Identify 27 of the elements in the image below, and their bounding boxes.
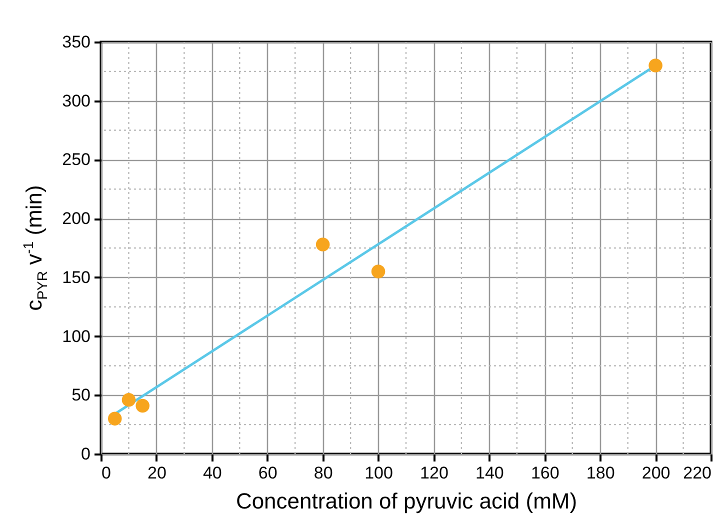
point <box>371 264 386 278</box>
point <box>108 412 122 426</box>
x-tick-label: 120 <box>420 464 448 482</box>
point <box>648 58 662 72</box>
y-tick-label: 0 <box>81 444 90 464</box>
x-axis-title: Concentration of pyruvic acid (mM) <box>236 488 578 514</box>
point <box>136 398 150 413</box>
x-tick-label: 180 <box>586 464 615 482</box>
y-tick-label: 100 <box>62 326 90 346</box>
y-tick-label: 150 <box>62 268 90 287</box>
point <box>122 392 136 407</box>
x-tick-label: 200 <box>642 464 670 482</box>
x-tick-label: 20 <box>147 464 166 482</box>
x-tick-label: 100 <box>364 464 393 482</box>
y-tick-label: 200 <box>62 209 90 228</box>
x-tick-label: 60 <box>258 464 278 482</box>
x-tick-label: 80 <box>314 464 333 482</box>
x-tick-label: 220 <box>683 464 712 482</box>
point <box>316 238 330 252</box>
x-tick-label: 40 <box>202 464 222 482</box>
y-tick-label: 250 <box>62 150 90 170</box>
x-tick-label: 140 <box>475 464 504 482</box>
x-tick-label: 160 <box>530 464 560 482</box>
y-tick-label: 300 <box>62 91 90 110</box>
y-tick-label: 350 <box>62 32 90 52</box>
x-tick-label: 0 <box>102 464 111 482</box>
y-tick-label: 50 <box>72 386 90 405</box>
